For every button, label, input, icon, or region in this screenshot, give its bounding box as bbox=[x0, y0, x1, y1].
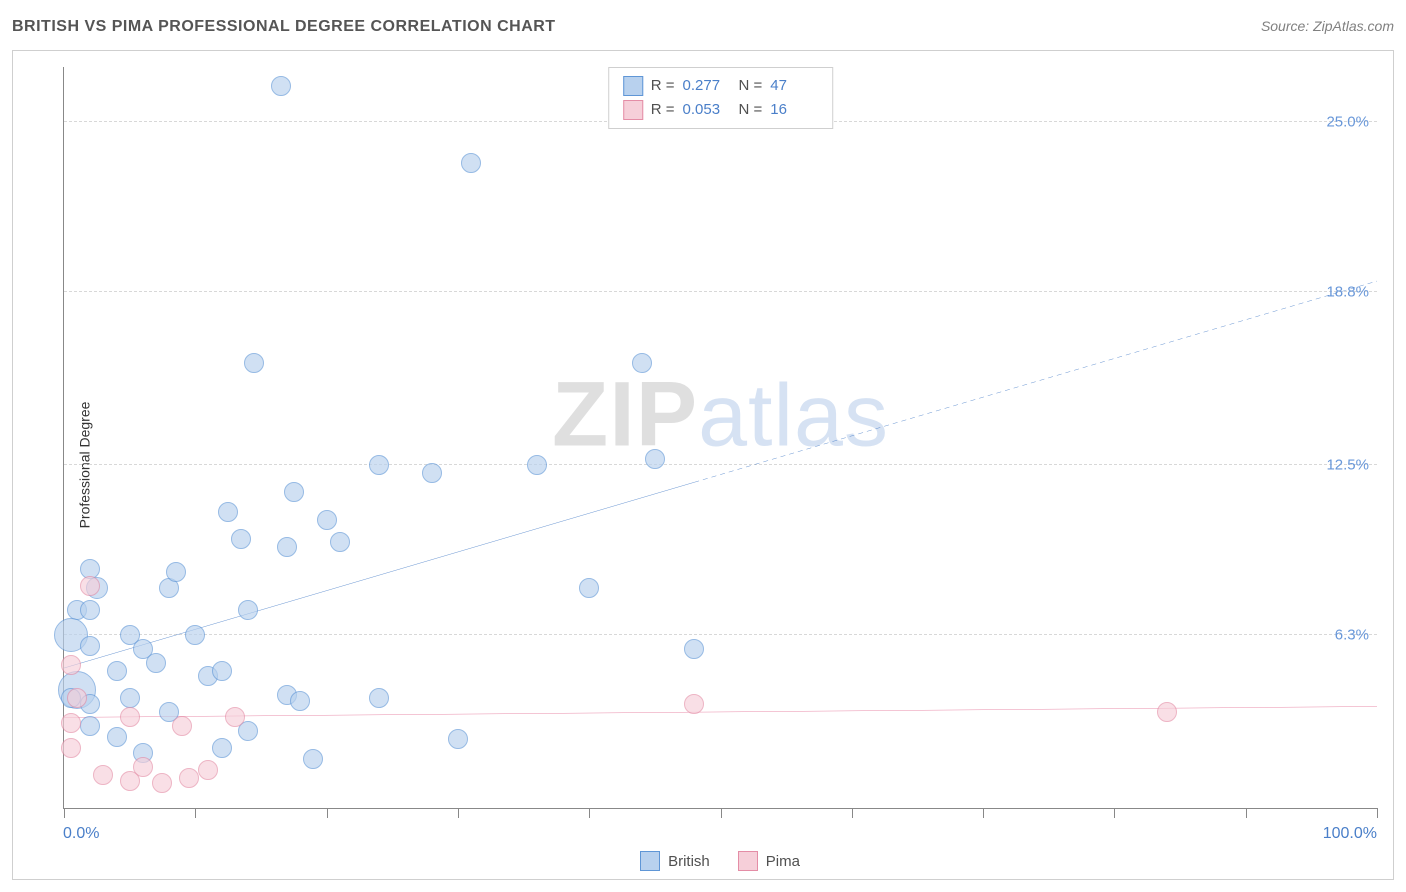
legend-stats-row: R = 0.053 N = 16 bbox=[623, 98, 819, 122]
scatter-point-british bbox=[369, 688, 389, 708]
scatter-point-british bbox=[146, 653, 166, 673]
y-tick-label: 18.8% bbox=[1318, 284, 1369, 301]
scatter-point-pima bbox=[152, 773, 172, 793]
x-axis-labels: 0.0% 100.0% bbox=[63, 825, 1377, 845]
scatter-point-british bbox=[684, 639, 704, 659]
scatter-point-british bbox=[527, 455, 547, 475]
scatter-point-british bbox=[238, 600, 258, 620]
trend-lines bbox=[64, 67, 1377, 808]
scatter-point-pima bbox=[172, 716, 192, 736]
legend-r-label: R = bbox=[651, 98, 675, 122]
legend-series-label: Pima bbox=[766, 853, 800, 870]
watermark-part1: ZIP bbox=[552, 364, 698, 466]
y-tick-label: 6.3% bbox=[1327, 627, 1369, 644]
legend-series-item: Pima bbox=[738, 851, 800, 871]
chart-title: BRITISH VS PIMA PROFESSIONAL DEGREE CORR… bbox=[12, 18, 556, 36]
scatter-point-pima bbox=[179, 768, 199, 788]
scatter-point-british bbox=[80, 716, 100, 736]
scatter-point-british bbox=[369, 455, 389, 475]
watermark-part2: atlas bbox=[698, 366, 889, 465]
scatter-point-british bbox=[166, 562, 186, 582]
legend-series-label: British bbox=[668, 853, 710, 870]
scatter-point-british bbox=[120, 688, 140, 708]
legend-n-value: 16 bbox=[770, 98, 818, 122]
x-tick bbox=[1246, 808, 1247, 818]
scatter-point-british bbox=[212, 738, 232, 758]
scatter-point-british bbox=[330, 532, 350, 552]
scatter-point-british bbox=[461, 153, 481, 173]
watermark: ZIPatlas bbox=[552, 363, 889, 468]
x-axis-min-label: 0.0% bbox=[63, 825, 99, 843]
scatter-point-pima bbox=[198, 760, 218, 780]
legend-swatch bbox=[640, 851, 660, 871]
scatter-point-british bbox=[107, 661, 127, 681]
scatter-point-british bbox=[218, 502, 238, 522]
x-tick bbox=[721, 808, 722, 818]
x-tick bbox=[1377, 808, 1378, 818]
scatter-point-british bbox=[80, 636, 100, 656]
chart-container: Professional Degree ZIPatlas R = 0.277 N… bbox=[12, 50, 1394, 880]
scatter-point-pima bbox=[1157, 702, 1177, 722]
x-tick bbox=[327, 808, 328, 818]
x-tick bbox=[458, 808, 459, 818]
legend-n-label: N = bbox=[739, 74, 763, 98]
source-label: Source: ZipAtlas.com bbox=[1261, 18, 1394, 34]
scatter-point-british bbox=[271, 76, 291, 96]
scatter-point-british bbox=[107, 727, 127, 747]
scatter-point-pima bbox=[61, 738, 81, 758]
scatter-point-british bbox=[645, 449, 665, 469]
scatter-point-pima bbox=[61, 713, 81, 733]
x-axis-max-label: 100.0% bbox=[1323, 825, 1377, 843]
x-tick bbox=[589, 808, 590, 818]
scatter-point-pima bbox=[61, 655, 81, 675]
scatter-point-pima bbox=[133, 757, 153, 777]
scatter-point-british bbox=[448, 729, 468, 749]
scatter-point-pima bbox=[120, 707, 140, 727]
legend-r-value: 0.277 bbox=[683, 74, 731, 98]
legend-series: British Pima bbox=[63, 851, 1377, 871]
scatter-point-british bbox=[80, 600, 100, 620]
scatter-point-british bbox=[185, 625, 205, 645]
scatter-point-british bbox=[244, 353, 264, 373]
legend-swatch bbox=[623, 76, 643, 96]
scatter-point-pima bbox=[67, 688, 87, 708]
scatter-point-pima bbox=[225, 707, 245, 727]
legend-n-label: N = bbox=[739, 98, 763, 122]
legend-r-label: R = bbox=[651, 74, 675, 98]
legend-series-item: British bbox=[640, 851, 710, 871]
y-tick-label: 12.5% bbox=[1318, 456, 1369, 473]
legend-swatch bbox=[623, 100, 643, 120]
scatter-point-british bbox=[290, 691, 310, 711]
x-tick bbox=[64, 808, 65, 818]
x-tick bbox=[983, 808, 984, 818]
scatter-point-british bbox=[284, 482, 304, 502]
scatter-point-british bbox=[231, 529, 251, 549]
legend-n-value: 47 bbox=[770, 74, 818, 98]
scatter-point-british bbox=[317, 510, 337, 530]
legend-stats: R = 0.277 N = 47 R = 0.053 N = 16 bbox=[608, 67, 834, 129]
scatter-point-british bbox=[277, 537, 297, 557]
scatter-point-british bbox=[579, 578, 599, 598]
scatter-point-british bbox=[632, 353, 652, 373]
scatter-point-pima bbox=[684, 694, 704, 714]
gridline bbox=[64, 634, 1377, 635]
gridline bbox=[64, 464, 1377, 465]
x-tick bbox=[195, 808, 196, 818]
plot-area: ZIPatlas R = 0.277 N = 47 R = 0.053 N = … bbox=[63, 67, 1377, 809]
scatter-point-british bbox=[212, 661, 232, 681]
y-tick-label: 25.0% bbox=[1318, 113, 1369, 130]
legend-swatch bbox=[738, 851, 758, 871]
legend-r-value: 0.053 bbox=[683, 98, 731, 122]
x-tick bbox=[852, 808, 853, 818]
scatter-point-pima bbox=[93, 765, 113, 785]
scatter-point-pima bbox=[80, 576, 100, 596]
x-tick bbox=[1114, 808, 1115, 818]
legend-stats-row: R = 0.277 N = 47 bbox=[623, 74, 819, 98]
scatter-point-british bbox=[422, 463, 442, 483]
scatter-point-british bbox=[303, 749, 323, 769]
gridline bbox=[64, 291, 1377, 292]
